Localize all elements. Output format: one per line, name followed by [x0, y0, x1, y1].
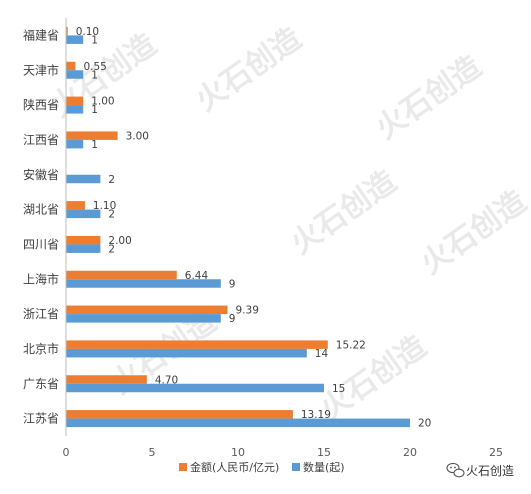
- data-label-count: 2: [108, 243, 115, 255]
- data-label-count: 1: [91, 104, 98, 116]
- category-label: 湖北省: [23, 202, 59, 217]
- corner-watermark-text: 火石创造: [466, 464, 514, 478]
- category-label: 福建省: [23, 27, 59, 42]
- data-label-count: 20: [418, 418, 431, 430]
- data-label-amount: 2.00: [108, 235, 131, 247]
- category-label: 天津市: [23, 62, 59, 77]
- bar-count: [66, 209, 101, 219]
- watermark-text: 火石创造: [415, 184, 531, 281]
- x-tick-label: 10: [231, 446, 245, 459]
- data-label-count: 9: [229, 313, 236, 325]
- category-label: 四川省: [23, 237, 59, 251]
- x-axis-ticks: 0 5 10 15 20 25: [63, 446, 504, 459]
- data-labels: 0.1010.5511.0013.00121.1022.0026.4499.39…: [76, 26, 432, 430]
- watermark-text: 火石创造: [370, 49, 488, 146]
- legend: 金额(人民币/亿元) 数量(起): [179, 460, 345, 474]
- bar-amount: [66, 340, 328, 349]
- bar-amount: [66, 235, 101, 245]
- bar-amount: [66, 131, 118, 140]
- bar-count: [66, 314, 221, 323]
- bar-amount: [66, 201, 85, 210]
- watermark-text: 火石创造: [285, 164, 403, 261]
- data-label-count: 2: [108, 174, 115, 186]
- data-label-count: 2: [108, 209, 115, 221]
- x-tick-label: 0: [63, 446, 70, 459]
- bar-count: [66, 279, 221, 288]
- bars: [66, 26, 410, 428]
- category-label: 浙江省: [23, 307, 59, 321]
- data-label-amount: 4.70: [155, 374, 178, 386]
- bar-count: [66, 174, 101, 184]
- category-label: 安徽省: [23, 167, 59, 182]
- data-label-amount: 0.55: [83, 61, 106, 73]
- x-tick-label: 5: [149, 446, 156, 459]
- bar-count: [66, 35, 84, 44]
- data-label-amount: 6.44: [185, 270, 209, 282]
- corner-watermark: 火石创造: [446, 462, 514, 478]
- data-label-count: 1: [91, 139, 98, 151]
- x-tick-label: 20: [403, 446, 417, 459]
- data-label-count: 1: [91, 34, 98, 46]
- data-label-amount: 3.00: [126, 130, 149, 142]
- category-label: 江苏省: [23, 412, 59, 426]
- bar-count: [66, 244, 101, 253]
- x-tick-label: 25: [489, 446, 503, 459]
- category-label: 陕西省: [23, 97, 59, 112]
- bar-amount: [66, 375, 147, 384]
- data-label-count: 15: [332, 383, 345, 395]
- x-tick-label: 15: [317, 446, 331, 459]
- bar-amount: [66, 410, 293, 419]
- bar-count: [66, 348, 307, 358]
- legend-swatch-count: [292, 463, 300, 471]
- watermark-text: 火石创造: [190, 21, 308, 118]
- category-label: 北京市: [23, 341, 59, 356]
- bar-amount: [66, 270, 177, 280]
- category-label: 江西省: [23, 133, 59, 147]
- watermark-text: 火石创造: [45, 27, 163, 124]
- legend-label-count: 数量(起): [303, 461, 345, 474]
- data-label-amount: 0.10: [76, 26, 99, 38]
- bar-amount: [66, 305, 228, 315]
- legend-label-amount: 金额(人民币/亿元): [190, 460, 279, 474]
- data-label-count: 1: [91, 69, 98, 81]
- bar-count: [66, 383, 324, 393]
- bar-count: [66, 139, 84, 149]
- data-label-count: 9: [229, 278, 236, 290]
- watermark-layer: 火石创造火石创造火石创造火石创造火石创造火石创造火石创造: [45, 21, 531, 426]
- data-label-count: 14: [315, 348, 329, 360]
- watermark-text: 火石创造: [315, 329, 433, 426]
- category-label: 上海市: [23, 271, 59, 286]
- bar-count: [66, 418, 410, 428]
- bar-count: [66, 70, 84, 79]
- wechat-icon: [446, 462, 465, 478]
- bar-amount: [66, 26, 68, 36]
- category-label: 广东省: [23, 377, 59, 391]
- data-label-amount: 9.39: [236, 305, 259, 317]
- bar-amount: [66, 61, 76, 71]
- data-label-amount: 1.10: [93, 200, 116, 212]
- legend-swatch-amount: [179, 463, 187, 471]
- bar-count: [66, 105, 84, 114]
- bar-amount: [66, 96, 84, 106]
- data-label-amount: 13.19: [301, 409, 331, 421]
- data-label-amount: 1.00: [91, 96, 114, 108]
- data-label-amount: 15.22: [336, 339, 366, 351]
